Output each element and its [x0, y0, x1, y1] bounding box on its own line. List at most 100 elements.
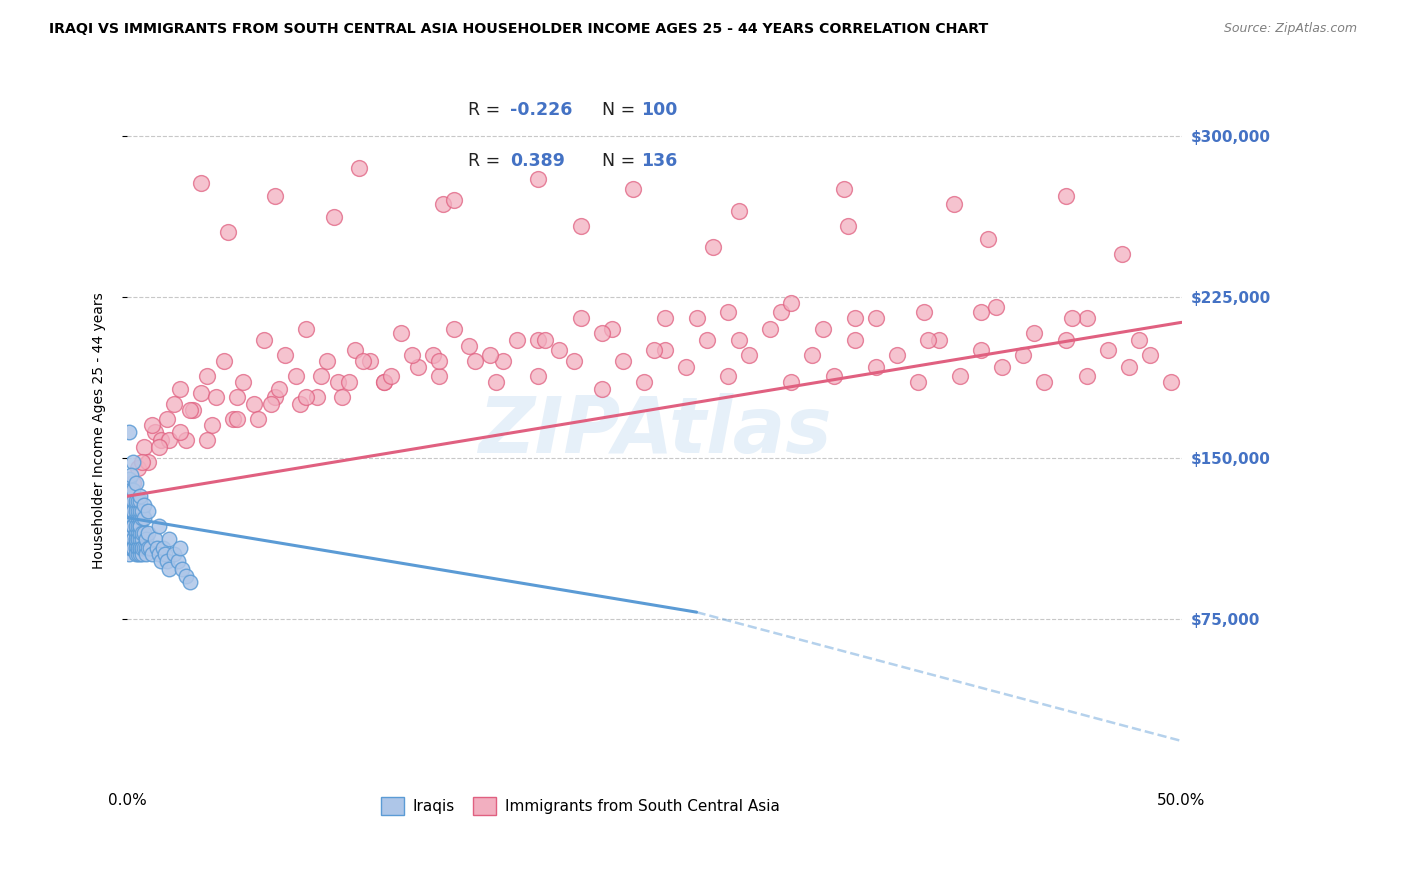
Point [122, 476, 145, 491]
Point [823, 369, 845, 384]
Point [633, 376, 655, 390]
Point [127, 541, 149, 555]
Point [120, 532, 142, 546]
Point [295, 391, 318, 405]
Point [128, 547, 150, 561]
Point [259, 397, 281, 411]
Point [118, 483, 141, 497]
Point [131, 541, 153, 555]
Point [118, 510, 141, 524]
Point [1054, 333, 1077, 347]
Point [120, 541, 142, 555]
Point [685, 311, 707, 326]
Point [263, 391, 285, 405]
Point [169, 382, 191, 396]
Point [1012, 347, 1035, 361]
Point [600, 322, 623, 336]
Point [118, 425, 141, 439]
Point [696, 333, 718, 347]
Point [127, 493, 149, 508]
Point [949, 369, 972, 384]
Point [221, 412, 243, 426]
Point [131, 547, 153, 561]
Text: -0.226: -0.226 [510, 102, 572, 120]
Point [865, 311, 887, 326]
Point [128, 541, 150, 555]
Text: 0.389: 0.389 [510, 152, 565, 169]
Point [675, 360, 697, 375]
Point [427, 369, 450, 384]
Point [132, 440, 155, 454]
Point [136, 541, 159, 555]
Point [621, 182, 644, 196]
Point [612, 354, 634, 368]
Point [232, 376, 254, 390]
Point [359, 354, 381, 368]
Point [246, 412, 269, 426]
Point [128, 541, 150, 555]
Point [195, 369, 218, 384]
Point [135, 532, 157, 546]
Point [569, 219, 592, 233]
Point [124, 532, 146, 546]
Point [136, 504, 159, 518]
Point [122, 483, 145, 497]
Point [1076, 311, 1098, 326]
Point [127, 504, 149, 518]
Point [970, 343, 993, 358]
Point [1022, 326, 1045, 340]
Point [759, 322, 782, 336]
Point [118, 498, 141, 512]
Point [1076, 369, 1098, 384]
Point [478, 347, 501, 361]
Point [212, 354, 235, 368]
Point [717, 304, 740, 318]
Text: N =: N = [602, 102, 640, 120]
Point [118, 547, 141, 561]
Point [145, 541, 167, 555]
Point [148, 547, 170, 561]
Point [1160, 376, 1182, 390]
Point [122, 541, 145, 555]
Point [120, 493, 142, 508]
Point [288, 397, 311, 411]
Point [122, 532, 145, 546]
Point [118, 489, 141, 503]
Point [128, 510, 150, 524]
Text: IRAQI VS IMMIGRANTS FROM SOUTH CENTRAL ASIA HOUSEHOLDER INCOME AGES 25 - 44 YEAR: IRAQI VS IMMIGRANTS FROM SOUTH CENTRAL A… [49, 22, 988, 37]
Point [274, 347, 297, 361]
Text: R =: R = [468, 152, 510, 169]
Point [343, 343, 366, 358]
Point [120, 483, 142, 497]
Legend: Iraqis, Immigrants from South Central Asia: Iraqis, Immigrants from South Central As… [371, 789, 790, 824]
Point [127, 519, 149, 533]
Point [157, 532, 180, 546]
Point [811, 322, 834, 336]
Point [135, 547, 157, 561]
Point [422, 347, 444, 361]
Point [148, 519, 170, 533]
Point [654, 343, 676, 358]
Point [591, 382, 613, 396]
Point [844, 311, 866, 326]
Point [118, 525, 141, 540]
Point [120, 541, 142, 555]
Point [166, 554, 188, 568]
Point [1139, 347, 1161, 361]
Point [120, 510, 142, 524]
Point [127, 461, 149, 475]
Point [136, 455, 159, 469]
Point [457, 339, 479, 353]
Point [148, 440, 170, 454]
Point [780, 376, 803, 390]
Point [127, 525, 149, 540]
Point [143, 425, 166, 439]
Point [157, 562, 180, 576]
Point [118, 541, 141, 555]
Text: 136: 136 [641, 152, 676, 169]
Point [162, 397, 184, 411]
Point [122, 519, 145, 533]
Point [844, 333, 866, 347]
Point [122, 519, 145, 533]
Point [120, 504, 142, 518]
